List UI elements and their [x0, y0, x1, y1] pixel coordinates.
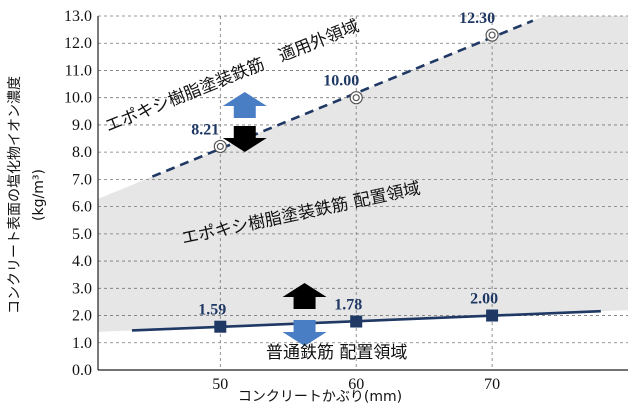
arrow-down-black [222, 126, 267, 152]
data-label: 2.00 [470, 291, 498, 308]
data-point-square [486, 309, 499, 322]
region-lower-label: 普通鉄筋 配置領域 [266, 343, 407, 363]
data-point-square [350, 315, 363, 328]
arrow-up-blue [222, 92, 267, 118]
y-tick-labels: 0.0 1.0 2.0 3.0 4.0 5.0 6.0 7.0 8.0 9.0 10.0 11.0 12… [64, 8, 92, 379]
arrows [222, 92, 327, 346]
x-tick-label: 60 [348, 376, 364, 393]
y-tick-label: 13.0 [64, 8, 92, 25]
applicable-region-band [98, 16, 628, 332]
data-point-square [214, 320, 227, 333]
data-label: 1.59 [198, 302, 226, 319]
y-axis-unit: (kg/m³) [31, 169, 47, 221]
y-tick-label: 0.0 [72, 362, 92, 379]
y-tick-label: 10.0 [64, 90, 92, 107]
y-tick-label: 11.0 [65, 62, 92, 79]
data-point-inner [488, 31, 496, 39]
data-label: 10.00 [323, 73, 359, 90]
y-tick-label: 12.0 [64, 35, 92, 52]
data-point-inner [352, 94, 360, 102]
data-label: 12.30 [459, 10, 495, 27]
y-tick-label: 6.0 [72, 199, 92, 216]
y-tick-label: 8.0 [72, 144, 92, 161]
y-tick-label: 2.0 [72, 308, 92, 325]
y-tick-label: 4.0 [72, 253, 92, 270]
series-group: 8.21 10.00 12.30 1.59 1.78 2.00 [131, 10, 601, 333]
y-tick-label: 3.0 [72, 280, 92, 297]
data-label: 8.21 [191, 121, 219, 138]
arrow-up-black [282, 283, 327, 309]
y-tick-label: 1.0 [72, 335, 92, 352]
y-axis-title: コンクリート表面の塩化物イオン濃度 [7, 76, 23, 314]
x-tick-label: 50 [212, 376, 228, 393]
y-tick-label: 5.0 [72, 226, 92, 243]
y-tick-label: 7.0 [72, 171, 92, 188]
data-label: 1.78 [334, 297, 362, 314]
data-point-outer [349, 91, 363, 105]
x-axis-title: コンクリートかぶり(mm) [238, 389, 402, 405]
y-tick-label: 9.0 [72, 117, 92, 134]
grid [98, 15, 628, 371]
axes [97, 16, 628, 371]
x-tick-label: 70 [484, 376, 500, 393]
data-point-outer [485, 28, 499, 42]
data-point-inner [216, 142, 224, 151]
series-line-2 [131, 309, 601, 332]
data-point-outer [213, 139, 227, 154]
arrow-down-blue [282, 320, 327, 346]
x-tick-labels: 50 60 70 [212, 376, 500, 393]
